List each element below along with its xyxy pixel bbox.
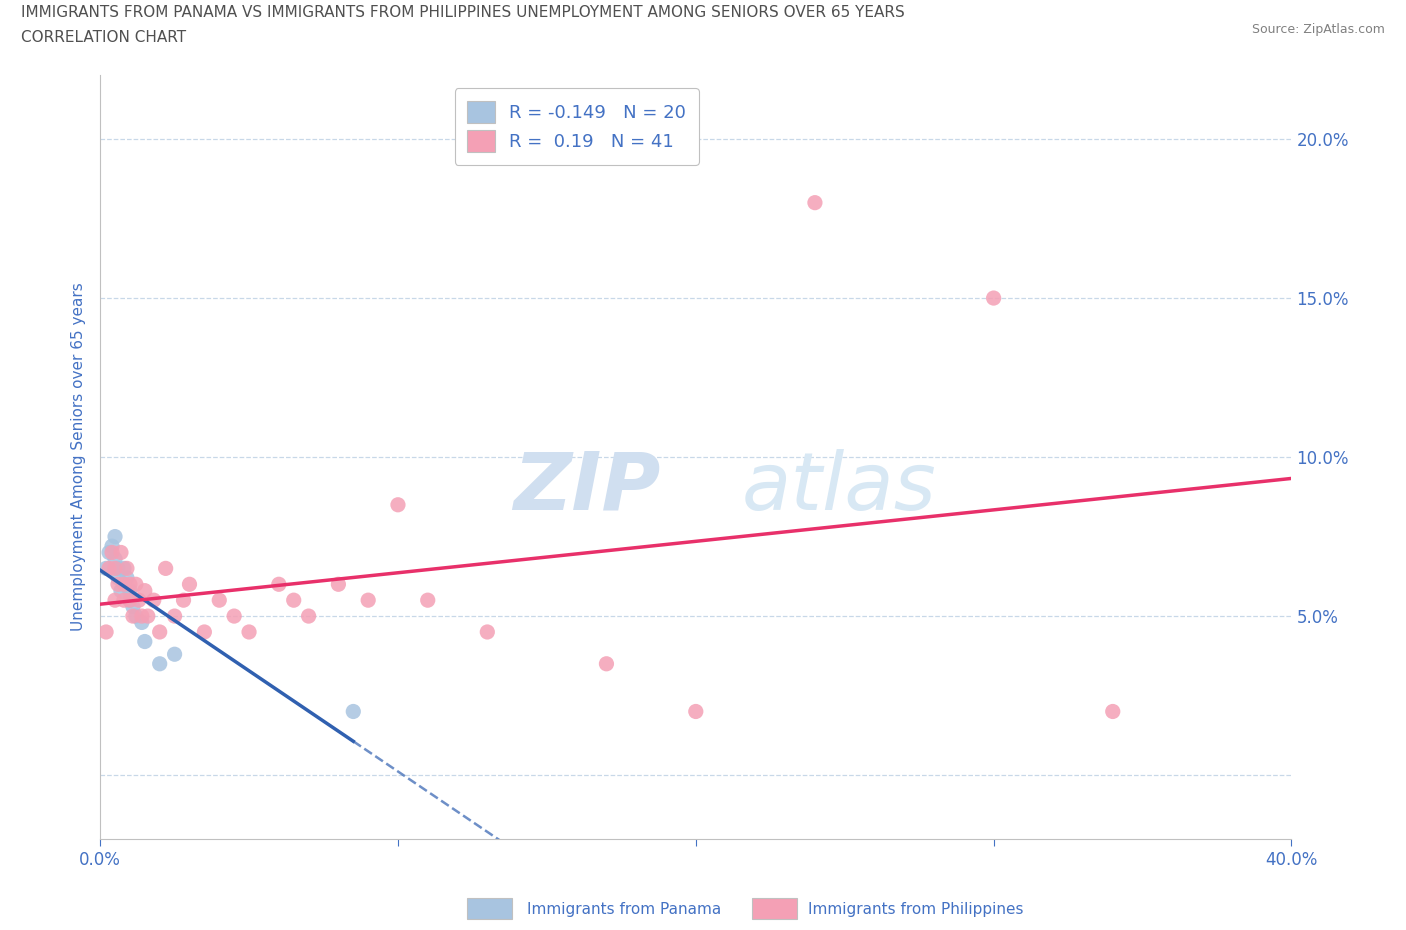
Point <box>107 577 129 591</box>
Point <box>193 625 215 640</box>
Point <box>110 583 132 598</box>
Text: CORRELATION CHART: CORRELATION CHART <box>21 30 186 45</box>
Point <box>115 561 138 576</box>
Point <box>149 625 172 640</box>
Point <box>1101 704 1123 719</box>
Point <box>101 545 124 560</box>
Point <box>163 646 186 661</box>
Point <box>224 608 246 623</box>
Legend: R = -0.149   N = 20, R =  0.19   N = 41: R = -0.149 N = 20, R = 0.19 N = 41 <box>454 88 699 165</box>
Point <box>134 634 156 649</box>
Point <box>112 577 135 591</box>
Point <box>104 551 127 566</box>
Point <box>155 561 177 576</box>
Point <box>136 608 159 623</box>
Text: Immigrants from Panama: Immigrants from Panama <box>527 902 721 917</box>
Point <box>685 704 707 719</box>
Point <box>118 592 141 607</box>
Point <box>118 592 141 607</box>
Point <box>416 592 439 607</box>
Point <box>387 498 409 512</box>
Point <box>122 599 145 614</box>
Point <box>107 561 129 576</box>
Point <box>107 570 129 585</box>
Text: IMMIGRANTS FROM PANAMA VS IMMIGRANTS FROM PHILIPPINES UNEMPLOYMENT AMONG SENIORS: IMMIGRANTS FROM PANAMA VS IMMIGRANTS FRO… <box>21 5 905 20</box>
Point <box>110 545 132 560</box>
Point <box>267 577 290 591</box>
Point <box>328 577 350 591</box>
Point <box>112 561 135 576</box>
Point <box>104 529 127 544</box>
Point <box>131 608 153 623</box>
Point <box>125 608 148 623</box>
Text: ZIP: ZIP <box>513 448 659 526</box>
Point <box>208 592 231 607</box>
Point <box>357 592 380 607</box>
Point <box>98 545 121 560</box>
Point <box>163 608 186 623</box>
Point <box>122 608 145 623</box>
Point <box>112 592 135 607</box>
Point <box>125 577 148 591</box>
Text: Immigrants from Philippines: Immigrants from Philippines <box>808 902 1024 917</box>
Point <box>131 615 153 630</box>
Text: atlas: atlas <box>741 448 936 526</box>
Point <box>98 561 121 576</box>
Point <box>142 592 165 607</box>
Point <box>94 625 117 640</box>
Point <box>104 561 127 576</box>
Point <box>112 577 135 591</box>
Point <box>595 657 617 671</box>
Point <box>342 704 364 719</box>
Point <box>118 577 141 591</box>
Point <box>101 538 124 553</box>
Point <box>128 592 150 607</box>
Point <box>238 625 260 640</box>
Point <box>104 592 127 607</box>
Point <box>804 195 827 210</box>
Point <box>297 608 319 623</box>
Point <box>179 577 201 591</box>
Point <box>983 290 1005 305</box>
Point <box>134 583 156 598</box>
Point <box>149 657 172 671</box>
Point <box>477 625 499 640</box>
Point <box>173 592 195 607</box>
Y-axis label: Unemployment Among Seniors over 65 years: Unemployment Among Seniors over 65 years <box>72 283 86 631</box>
Point <box>115 570 138 585</box>
Point <box>283 592 305 607</box>
Text: Source: ZipAtlas.com: Source: ZipAtlas.com <box>1251 23 1385 36</box>
Point <box>118 583 141 598</box>
Point <box>94 561 117 576</box>
